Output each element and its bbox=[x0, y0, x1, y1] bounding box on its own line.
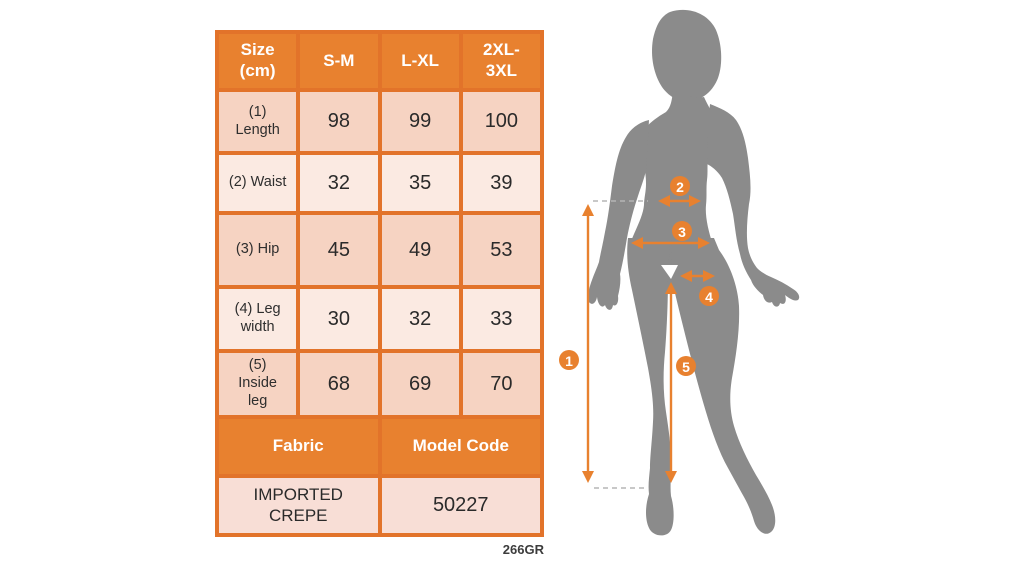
hip-2xl-3xl: 53 bbox=[462, 215, 540, 285]
marker-3-number: 3 bbox=[678, 224, 686, 240]
row-label-inside-leg: (5) Inside leg bbox=[219, 353, 297, 415]
weight-note: 266GR bbox=[502, 542, 544, 557]
row-label-length: (1) Length bbox=[219, 92, 297, 151]
head-silhouette bbox=[652, 9, 722, 102]
inside-leg-s-m: 68 bbox=[300, 353, 378, 415]
marker-circle-3: 3 bbox=[672, 221, 692, 241]
body-silhouette bbox=[588, 9, 800, 536]
model-code-value-cell: 50227 bbox=[381, 478, 540, 533]
right-leg-silhouette bbox=[671, 238, 776, 534]
marker-4-number: 4 bbox=[705, 289, 713, 305]
marker-1-number: 1 bbox=[565, 353, 573, 369]
length-l-xl: 99 bbox=[381, 92, 459, 151]
header-s-m: S-M bbox=[300, 34, 378, 88]
left-arm-silhouette bbox=[588, 120, 649, 310]
fabric-value-cell: IMPORTED CREPE bbox=[219, 478, 378, 533]
row-label-hip: (3) Hip bbox=[219, 215, 297, 285]
waist-s-m: 32 bbox=[300, 155, 378, 211]
marker-circle-2: 2 bbox=[670, 176, 690, 196]
left-leg-silhouette bbox=[627, 238, 674, 536]
measurement-arrows bbox=[582, 195, 715, 483]
reference-lines bbox=[593, 200, 648, 489]
leg-width-l-xl: 32 bbox=[381, 289, 459, 349]
row-label-leg-width: (4) Leg width bbox=[219, 289, 297, 349]
marker-circle-1: 1 bbox=[559, 350, 579, 370]
size-table: Size (cm) S-M L-XL 2XL- 3XL (1) Length 9… bbox=[215, 30, 544, 537]
marker-circle-4: 4 bbox=[699, 286, 719, 306]
row-label-waist: (2) Waist bbox=[219, 155, 297, 211]
measurement-figure: 1 2 3 4 5 bbox=[559, 9, 800, 536]
right-arm-silhouette bbox=[707, 104, 800, 307]
marker-circle-5: 5 bbox=[676, 356, 696, 376]
length-2xl-3xl: 100 bbox=[462, 92, 540, 151]
waist-l-xl: 35 bbox=[381, 155, 459, 211]
fabric-header-cell: Fabric bbox=[219, 419, 378, 474]
header-size-cm: Size (cm) bbox=[219, 34, 297, 88]
measurement-markers: 1 2 3 4 5 bbox=[559, 176, 719, 376]
waist-2xl-3xl: 39 bbox=[462, 155, 540, 211]
leg-width-2xl-3xl: 33 bbox=[462, 289, 540, 349]
header-l-xl: L-XL bbox=[381, 34, 459, 88]
length-s-m: 98 bbox=[300, 92, 378, 151]
leg-width-s-m: 30 bbox=[300, 289, 378, 349]
header-2xl-3xl: 2XL- 3XL bbox=[462, 34, 540, 88]
hip-s-m: 45 bbox=[300, 215, 378, 285]
model-code-header-cell: Model Code bbox=[381, 419, 540, 474]
inside-leg-l-xl: 69 bbox=[381, 353, 459, 415]
marker-2-number: 2 bbox=[676, 179, 684, 195]
inside-leg-2xl-3xl: 70 bbox=[462, 353, 540, 415]
crotch-notch bbox=[661, 265, 678, 279]
marker-5-number: 5 bbox=[682, 359, 690, 375]
hip-l-xl: 49 bbox=[381, 215, 459, 285]
